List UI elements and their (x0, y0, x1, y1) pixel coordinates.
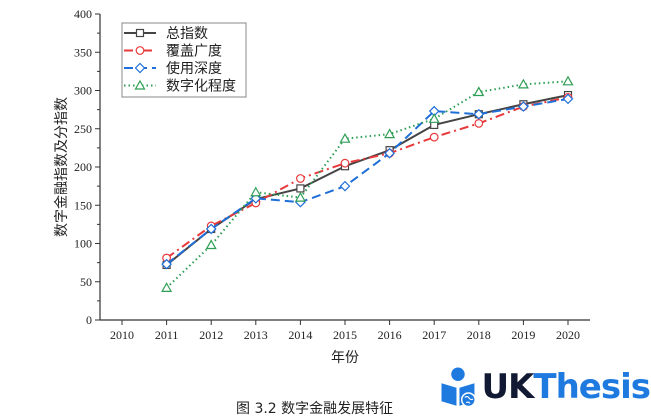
x-tick-label: 2011 (155, 328, 179, 342)
series-2 (161, 93, 574, 270)
triangle-marker (473, 86, 485, 97)
x-tick-label: 2018 (467, 328, 491, 342)
legend-item: 使用深度 (124, 60, 222, 77)
ukthesis-logo: UKThesis (440, 360, 651, 414)
triangle-marker (428, 113, 440, 123)
legend-item: 总指数 (124, 26, 208, 42)
x-tick-label: 2013 (244, 328, 268, 342)
triangle-marker (294, 191, 306, 202)
circle-marker (429, 132, 439, 142)
circle-marker (135, 46, 145, 55)
y-tick-label: 150 (74, 198, 92, 212)
x-tick-label: 2019 (511, 328, 535, 342)
legend-label: 总指数 (166, 26, 208, 42)
y-axis-title: 数字金融指数及分指数 (54, 97, 70, 237)
triangle-marker (517, 78, 529, 89)
reader-globe-icon (441, 367, 476, 408)
diamond-marker (473, 108, 485, 120)
series-line (165, 97, 569, 265)
x-axis-title: 年份 (331, 350, 359, 366)
square-marker (135, 28, 145, 38)
x-tick-label: 2016 (378, 328, 402, 342)
x-tick-label: 2015 (333, 328, 357, 342)
diamond-marker (161, 258, 172, 270)
triangle-marker (205, 239, 217, 250)
circle-marker (340, 158, 350, 168)
triangle-marker (562, 75, 574, 86)
square-marker (296, 184, 305, 193)
y-tick-label: 350 (74, 45, 92, 59)
y-tick-label: 200 (74, 160, 92, 174)
legend-item: 覆盖广度 (124, 44, 222, 60)
y-tick-label: 0 (86, 313, 92, 327)
series-line (165, 94, 569, 266)
y-tick-label: 250 (74, 122, 92, 136)
legend-item: 数字化程度 (124, 79, 236, 95)
circle-marker (474, 118, 484, 128)
figure-caption: 图 3.2 数字金融发展特征 (236, 401, 394, 417)
legend-label: 覆盖广度 (166, 44, 222, 60)
legend-label: 使用深度 (166, 60, 222, 77)
diamond-marker (339, 180, 351, 192)
axes: 0 50 100 150 200 250 300 350 400 2010 2011 2012 2013… (54, 7, 590, 366)
y-tick-label: 300 (74, 84, 92, 98)
diamond-marker (134, 62, 146, 74)
y-tick-label: 50 (80, 275, 92, 289)
triangle-marker (161, 282, 173, 292)
x-tick-label: 2017 (422, 328, 446, 342)
series-line (166, 96, 569, 259)
triangle-marker (134, 79, 146, 90)
series-0 (162, 90, 573, 270)
series-layer (161, 75, 574, 292)
diamond-marker (518, 101, 529, 112)
x-tick-label: 2020 (556, 328, 580, 342)
x-tick-label: 2014 (288, 328, 312, 342)
series-3 (161, 75, 574, 292)
x-tick-label: 2010 (110, 328, 134, 342)
y-tick-label: 400 (74, 7, 92, 21)
triangle-marker (250, 186, 262, 197)
triangle-marker (384, 128, 396, 139)
series-line (165, 80, 569, 289)
circle-marker (296, 174, 305, 183)
y-tick-label: 100 (74, 237, 92, 251)
legend-label: 数字化程度 (166, 79, 236, 95)
diamond-marker (205, 223, 217, 235)
triangle-marker (339, 132, 351, 143)
logo-thesis: Thesis (533, 367, 651, 407)
logo-uk: UK (481, 367, 534, 407)
diamond-marker (384, 147, 395, 159)
x-tick-label: 2012 (199, 328, 223, 342)
series-1 (162, 92, 573, 263)
diamond-marker (562, 93, 574, 105)
